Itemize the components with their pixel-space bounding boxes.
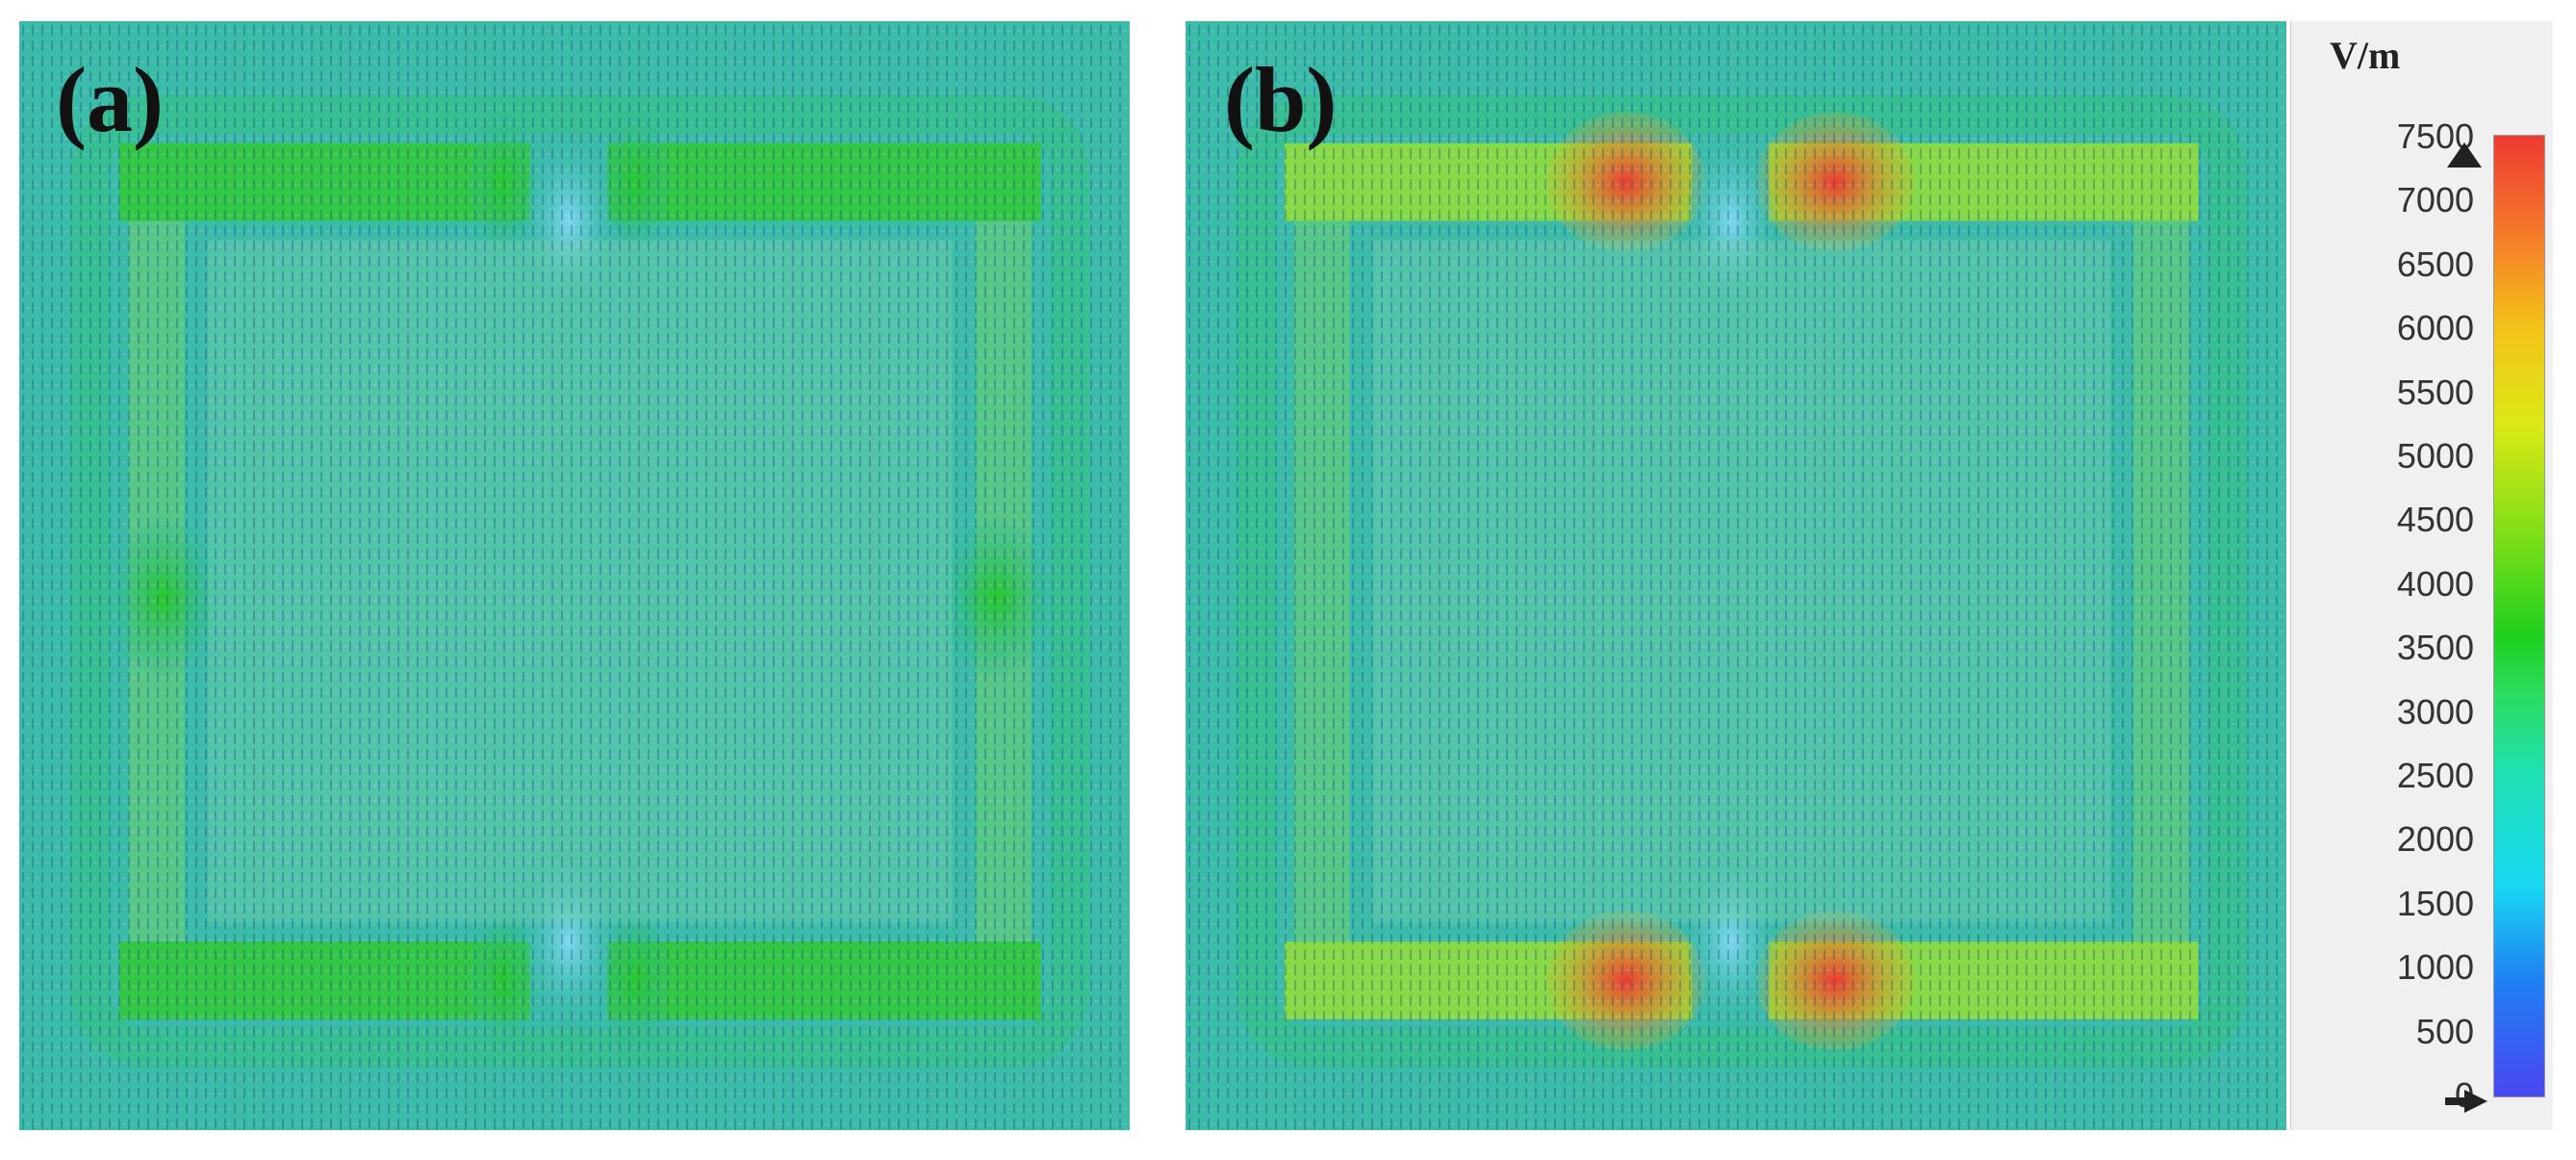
legend-tick-label: 4500 [2330, 500, 2474, 540]
legend-tick-label: 1000 [2330, 947, 2474, 988]
field-plot-b: (b) [1186, 21, 2286, 1130]
min-marker-icon[interactable] [2445, 1090, 2487, 1113]
legend-tick-label: 6500 [2330, 245, 2474, 285]
legend-tick-label: 4000 [2330, 564, 2474, 605]
legend-tick-label: 6000 [2330, 308, 2474, 348]
colorbar [2493, 135, 2545, 1097]
legend-tick-label: 3000 [2330, 692, 2474, 733]
panel-label-b: (b) [1224, 54, 1337, 146]
max-marker-icon[interactable] [2447, 142, 2482, 168]
legend-tick-label: 7000 [2330, 180, 2474, 220]
legend-tick-label: 500 [2330, 1012, 2474, 1052]
legend-unit: V/m [2330, 33, 2400, 78]
legend-tick-label: 5000 [2330, 436, 2474, 477]
e-field-map-b [1186, 21, 2286, 1130]
e-field-map-a [19, 21, 1130, 1130]
legend-tick-label: 2500 [2330, 756, 2474, 796]
legend-tick-label: 1500 [2330, 884, 2474, 924]
panel-label-a: (a) [56, 54, 164, 146]
field-plot-a: (a) [19, 21, 1130, 1130]
color-legend: V/m 7500 7000 6500 6000 5500 5000 4500 4000 3500… [2290, 21, 2553, 1130]
legend-tick-label: 2000 [2330, 819, 2474, 860]
legend-tick-label: 5500 [2330, 373, 2474, 413]
legend-tick-label: 3500 [2330, 628, 2474, 668]
